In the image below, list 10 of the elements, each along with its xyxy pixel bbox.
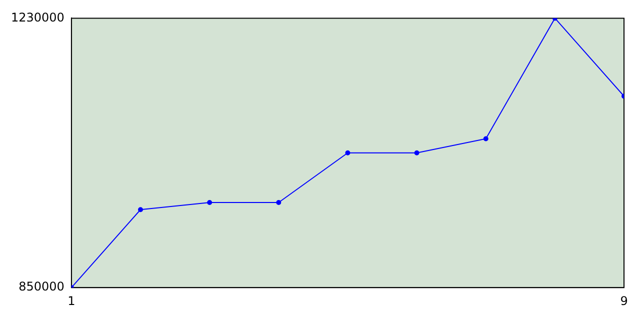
x-tick-label: 9 <box>620 294 628 308</box>
point <box>483 136 488 142</box>
point <box>207 200 212 206</box>
x-tick-label: 1 <box>68 294 76 308</box>
point <box>138 207 144 212</box>
point <box>414 150 420 156</box>
y-tick-label: 850000 <box>18 280 64 294</box>
point <box>276 200 282 206</box>
y-tick-label: 1230000 <box>10 10 64 24</box>
point <box>345 150 350 156</box>
